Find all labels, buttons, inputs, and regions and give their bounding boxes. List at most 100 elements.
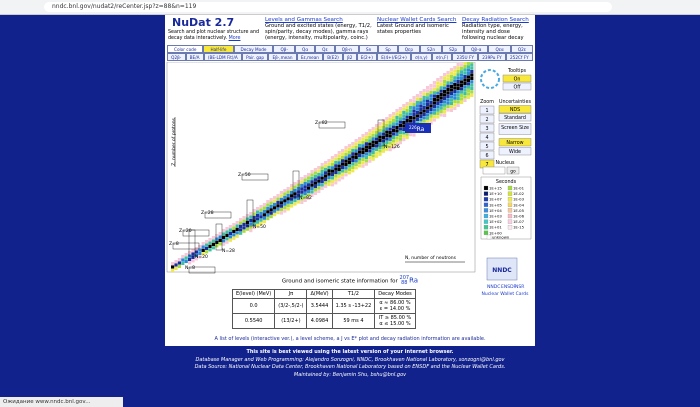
nuclide-cell (385, 117, 389, 121)
legend-label: 1E+03 (489, 214, 502, 219)
nds-label[interactable]: NDS (510, 107, 520, 113)
color-code-option[interactable]: Sn (358, 45, 379, 53)
nndc-link[interactable]: NNDC (487, 284, 500, 290)
nucleus-input[interactable] (482, 166, 506, 175)
color-code-option[interactable]: 235U FY (452, 53, 479, 61)
nuclide-cell (395, 129, 399, 133)
color-code-option[interactable]: E(2+) (356, 53, 378, 61)
nuclide-cell (409, 112, 413, 116)
zoom-level[interactable]: 6 (485, 153, 488, 159)
color-code-option[interactable]: Pair. gap (241, 53, 269, 61)
standard-label[interactable]: Standard (504, 115, 526, 121)
color-code-option[interactable]: (BE-LDM Fit)/A (203, 53, 242, 61)
zoom-level[interactable]: 1 (485, 108, 488, 114)
nuclide-cell (432, 81, 436, 85)
nuclide-cell (449, 85, 453, 89)
color-code-option[interactable]: Q2β- (167, 53, 186, 61)
nuclide-cell (327, 182, 331, 186)
off-label[interactable]: Off (513, 85, 521, 91)
standard-button[interactable] (498, 113, 532, 122)
nuclide-cell (453, 100, 457, 104)
nuclide-cell (307, 183, 311, 187)
nuclide-cell (269, 208, 273, 212)
color-code-option[interactable]: Eε,mean (296, 53, 324, 61)
color-code-option[interactable]: Q2ε (510, 45, 534, 53)
nuclide-cell (419, 101, 423, 105)
color-code-option[interactable]: Eβ-,mean (268, 53, 297, 61)
color-code-option[interactable]: Qβ- (273, 45, 296, 53)
color-code-option[interactable]: Sp (378, 45, 398, 53)
zoom-level[interactable]: 7 (485, 162, 488, 168)
nuclide-cell (375, 137, 379, 141)
color-code-option[interactable]: S2n (420, 45, 443, 53)
off-button[interactable] (502, 82, 532, 91)
narrow-button[interactable] (498, 138, 532, 147)
zoom-button[interactable] (479, 114, 495, 124)
color-code-option[interactable]: Qε (315, 45, 335, 53)
header-link[interactable]: Levels and Gammas Search (265, 17, 343, 23)
color-code-option[interactable]: Qβ-α (464, 45, 489, 53)
zoom-button[interactable] (479, 132, 495, 142)
zoom-button[interactable] (479, 141, 495, 151)
color-code-option[interactable]: Qβ-n (334, 45, 359, 53)
nuclide-cell (385, 140, 389, 144)
color-code-option[interactable]: B(E2) (323, 53, 343, 61)
color-code-option[interactable]: E(4+)/E(2+) (377, 53, 411, 61)
address-bar[interactable]: nndc.bnl.gov/nudat2/reCenter.jsp?z=88&n=… (44, 2, 612, 12)
wide-label[interactable]: Wide (509, 149, 521, 155)
color-code-option[interactable]: 252Cf FY (505, 53, 533, 61)
nndc-link[interactable]: NSR (515, 284, 524, 290)
nuclide-cell (276, 200, 280, 204)
nuclide-cell (245, 220, 249, 224)
color-code-option[interactable]: Qα (295, 45, 316, 53)
nuclide-cell (463, 98, 467, 102)
color-code-option[interactable]: σ(n,γ) (410, 53, 432, 61)
nuclide-cell (324, 184, 328, 188)
zoom-button[interactable] (479, 150, 495, 160)
nuclide-cell (296, 186, 300, 190)
nuclide-cell (446, 98, 450, 102)
nuclide-cell (337, 161, 341, 165)
nuclide-cell (313, 178, 317, 182)
narrow-label[interactable]: Narrow (506, 140, 523, 146)
nuclide-cell (344, 146, 348, 150)
color-code-option[interactable]: β2 (342, 53, 357, 61)
nuclide-cell (402, 104, 406, 108)
zoom-level[interactable]: 2 (485, 117, 488, 123)
zoom-level[interactable]: 5 (485, 144, 488, 150)
zoom-button[interactable] (479, 105, 495, 115)
color-code-option[interactable]: Qεp (397, 45, 421, 53)
wide-button[interactable] (498, 147, 532, 156)
color-code-option[interactable]: Decay Mode (233, 45, 274, 53)
nndc-link[interactable]: ENSDF (501, 284, 517, 290)
nuclide-cell (432, 101, 436, 105)
on-label[interactable]: On (514, 77, 521, 83)
nuclide-cell (184, 259, 188, 263)
table-cell: 0.5540 (231, 313, 276, 329)
header-link[interactable]: Decay Radiation Search (462, 17, 529, 23)
nuclide-cell (222, 235, 226, 239)
color-code-option[interactable]: Qεα (488, 45, 511, 53)
color-code-option[interactable]: σ(n,F) (431, 53, 453, 61)
color-code-option[interactable]: BE/A (185, 53, 204, 61)
nuclide-cell (358, 164, 362, 168)
screen_size-button[interactable] (498, 123, 532, 135)
color-code-option[interactable]: 239Pu FY (478, 53, 506, 61)
zoom-level[interactable]: 3 (485, 126, 488, 132)
wallet-link[interactable]: Nuclear Wallet Cards (481, 291, 529, 297)
zoom-button[interactable] (479, 123, 495, 133)
screen-size-label[interactable]: Screen Size (501, 125, 529, 131)
on-button[interactable] (502, 74, 532, 83)
go-label[interactable]: go (510, 170, 516, 175)
more-link[interactable]: More (228, 36, 241, 41)
header-link-desc: Latest Ground and isomeric states proper… (377, 23, 449, 35)
zoom-level[interactable]: 4 (485, 135, 488, 141)
magic-label: N=28 (222, 248, 235, 254)
nuclide-cell (375, 141, 379, 145)
nuclide-cell (446, 74, 450, 78)
header-link[interactable]: Nuclear Wallet Cards Search (377, 17, 457, 23)
color-code-option[interactable]: S2p (442, 45, 465, 53)
nds-button[interactable] (498, 105, 532, 114)
go-button[interactable] (506, 166, 520, 175)
color-code-option[interactable]: Half-life (203, 45, 234, 53)
